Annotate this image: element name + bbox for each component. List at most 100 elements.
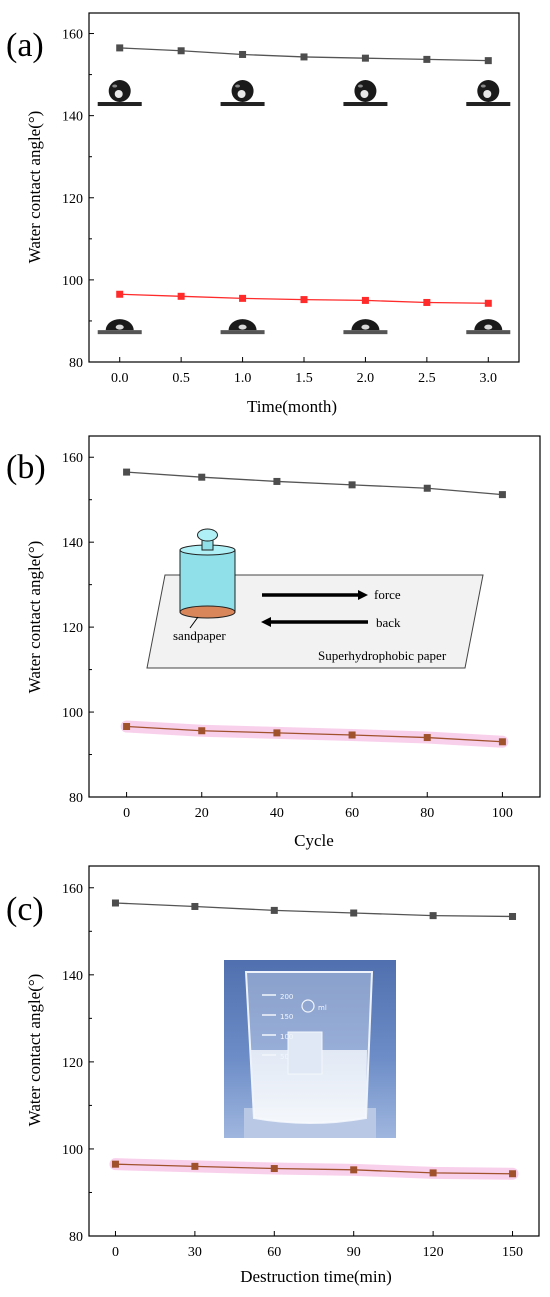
data-point bbox=[429, 1169, 437, 1177]
superhydrophobic-droplet bbox=[220, 80, 265, 107]
data-point bbox=[361, 54, 369, 62]
data-point bbox=[429, 912, 437, 920]
data-point bbox=[350, 1166, 358, 1174]
panel-label: (c) bbox=[6, 891, 44, 928]
svg-text:ml: ml bbox=[318, 1004, 327, 1012]
data-point bbox=[300, 296, 308, 304]
paper-label: Superhydrophobic paper bbox=[318, 648, 447, 663]
panel-a: (a) Water contact angle(°) Time(month) 8… bbox=[6, 12, 520, 416]
data-point bbox=[350, 909, 358, 917]
y-tick-label: 120 bbox=[62, 192, 83, 207]
x-tick-label: 100 bbox=[492, 806, 513, 821]
superhydrophobic-droplet bbox=[466, 80, 511, 107]
data-point bbox=[484, 299, 492, 307]
plot-frame bbox=[88, 12, 520, 363]
data-point bbox=[361, 296, 369, 304]
x-tick-label: 90 bbox=[347, 1245, 361, 1260]
data-point bbox=[198, 727, 206, 735]
back-arrow-head bbox=[261, 617, 271, 627]
x-axis-title: Time(month) bbox=[247, 397, 337, 416]
svg-text:50: 50 bbox=[280, 1053, 289, 1061]
back-label: back bbox=[376, 615, 401, 630]
y-tick-label: 140 bbox=[62, 536, 83, 551]
data-point bbox=[300, 53, 308, 61]
submerged-sample bbox=[287, 1031, 323, 1075]
x-tick-label: 2.0 bbox=[357, 371, 375, 386]
x-axis-title: Cycle bbox=[294, 831, 334, 850]
data-point bbox=[273, 477, 281, 485]
y-tick-label: 80 bbox=[69, 1230, 83, 1245]
data-point bbox=[111, 899, 119, 907]
data-point bbox=[111, 1160, 119, 1168]
data-point bbox=[191, 902, 199, 910]
weight-cylinder bbox=[179, 549, 236, 613]
panel-b: (b) Water contact angle(°) Cycle force b… bbox=[6, 435, 541, 850]
y-axis-title: Water contact angle(°) bbox=[25, 974, 44, 1127]
superhydrophobic-droplet bbox=[343, 80, 388, 107]
data-point bbox=[123, 722, 131, 730]
hydrophilic-droplet bbox=[220, 319, 265, 335]
y-tick-label: 140 bbox=[62, 969, 83, 984]
svg-text:100: 100 bbox=[280, 1033, 293, 1041]
y-tick-label: 100 bbox=[62, 1143, 83, 1158]
plot-frame bbox=[88, 865, 540, 1237]
y-tick-label: 100 bbox=[62, 274, 83, 289]
abrasion-test-inset: force back sandpaper Superhydrophobic pa… bbox=[146, 528, 484, 669]
data-point bbox=[498, 738, 506, 746]
data-point bbox=[423, 734, 431, 742]
x-tick-label: 1.0 bbox=[234, 371, 252, 386]
data-point bbox=[273, 729, 281, 737]
data-point bbox=[239, 294, 247, 302]
series-line bbox=[126, 471, 503, 496]
data-point bbox=[116, 290, 124, 298]
data-point bbox=[239, 50, 247, 58]
data-point bbox=[348, 481, 356, 489]
y-axis-title: Water contact angle(°) bbox=[25, 111, 44, 264]
force-label: force bbox=[374, 587, 401, 602]
data-point bbox=[509, 1170, 517, 1178]
x-tick-label: 120 bbox=[423, 1245, 444, 1260]
x-tick-label: 60 bbox=[345, 806, 359, 821]
beaker-graduations: 200 150 100 50 ml bbox=[262, 993, 327, 1061]
x-tick-label: 0 bbox=[112, 1245, 119, 1260]
data-point bbox=[348, 731, 356, 739]
x-tick-label: 40 bbox=[270, 806, 284, 821]
data-point bbox=[123, 468, 131, 476]
x-tick-label: 0 bbox=[123, 806, 130, 821]
panel-label: (b) bbox=[6, 449, 46, 486]
y-tick-label: 160 bbox=[62, 28, 83, 43]
y-tick-label: 80 bbox=[69, 356, 83, 371]
series-line bbox=[115, 902, 513, 918]
panel-label: (a) bbox=[6, 27, 44, 64]
hydrophilic-droplet bbox=[466, 319, 511, 335]
beaker-photo-inset: 200 150 100 50 ml bbox=[224, 960, 396, 1138]
y-tick-label: 160 bbox=[62, 882, 83, 897]
sandpaper-disc bbox=[179, 605, 236, 619]
hydrophilic-droplet bbox=[97, 319, 142, 335]
x-tick-label: 20 bbox=[195, 806, 209, 821]
svg-text:150: 150 bbox=[280, 1013, 293, 1021]
sandpaper-pointer bbox=[189, 616, 199, 629]
x-tick-label: 2.5 bbox=[418, 371, 436, 386]
series-line bbox=[115, 1163, 513, 1175]
y-tick-label: 140 bbox=[62, 110, 83, 125]
data-point bbox=[198, 473, 206, 481]
data-point bbox=[423, 484, 431, 492]
x-tick-label: 3.0 bbox=[480, 371, 498, 386]
hydrophilic-droplet bbox=[343, 319, 388, 335]
data-point bbox=[484, 57, 492, 65]
data-point bbox=[116, 44, 124, 52]
x-axis-title: Destruction time(min) bbox=[240, 1267, 392, 1286]
x-tick-label: 0.0 bbox=[111, 371, 129, 386]
y-tick-label: 100 bbox=[62, 706, 83, 721]
data-point bbox=[270, 906, 278, 914]
data-point bbox=[509, 912, 517, 920]
beaker-liquid bbox=[251, 1050, 367, 1123]
data-point bbox=[423, 55, 431, 63]
x-tick-label: 30 bbox=[188, 1245, 202, 1260]
data-point bbox=[191, 1162, 199, 1170]
force-arrow-head bbox=[358, 590, 368, 600]
x-tick-label: 1.5 bbox=[295, 371, 313, 386]
x-tick-label: 60 bbox=[267, 1245, 281, 1260]
